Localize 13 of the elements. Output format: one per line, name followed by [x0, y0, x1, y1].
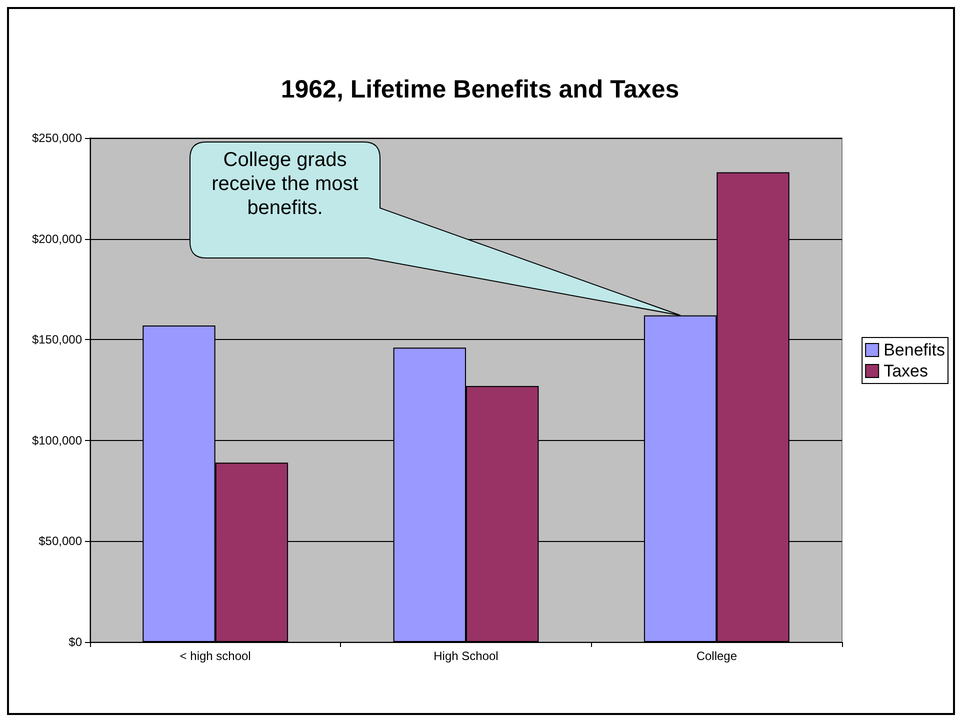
legend-label: Benefits [884, 340, 946, 360]
y-tick-label: $150,000 [32, 332, 82, 347]
y-tick-label: $50,000 [38, 534, 82, 548]
y-tick-label: $0 [68, 635, 82, 649]
y-tick-label: $250,000 [32, 131, 82, 145]
y-tick-label: $200,000 [32, 232, 82, 246]
legend-label: Taxes [884, 362, 928, 380]
x-tick-label: College [696, 649, 738, 663]
x-tick-label: < high school [180, 649, 251, 663]
annotation: College grads receive the most benefits. [210, 148, 360, 220]
y-tick-label: $100,000 [32, 433, 82, 448]
chart-title: 1962, Lifetime Benefits and Taxes [280, 76, 680, 104]
x-tick-label: High School [434, 649, 498, 663]
